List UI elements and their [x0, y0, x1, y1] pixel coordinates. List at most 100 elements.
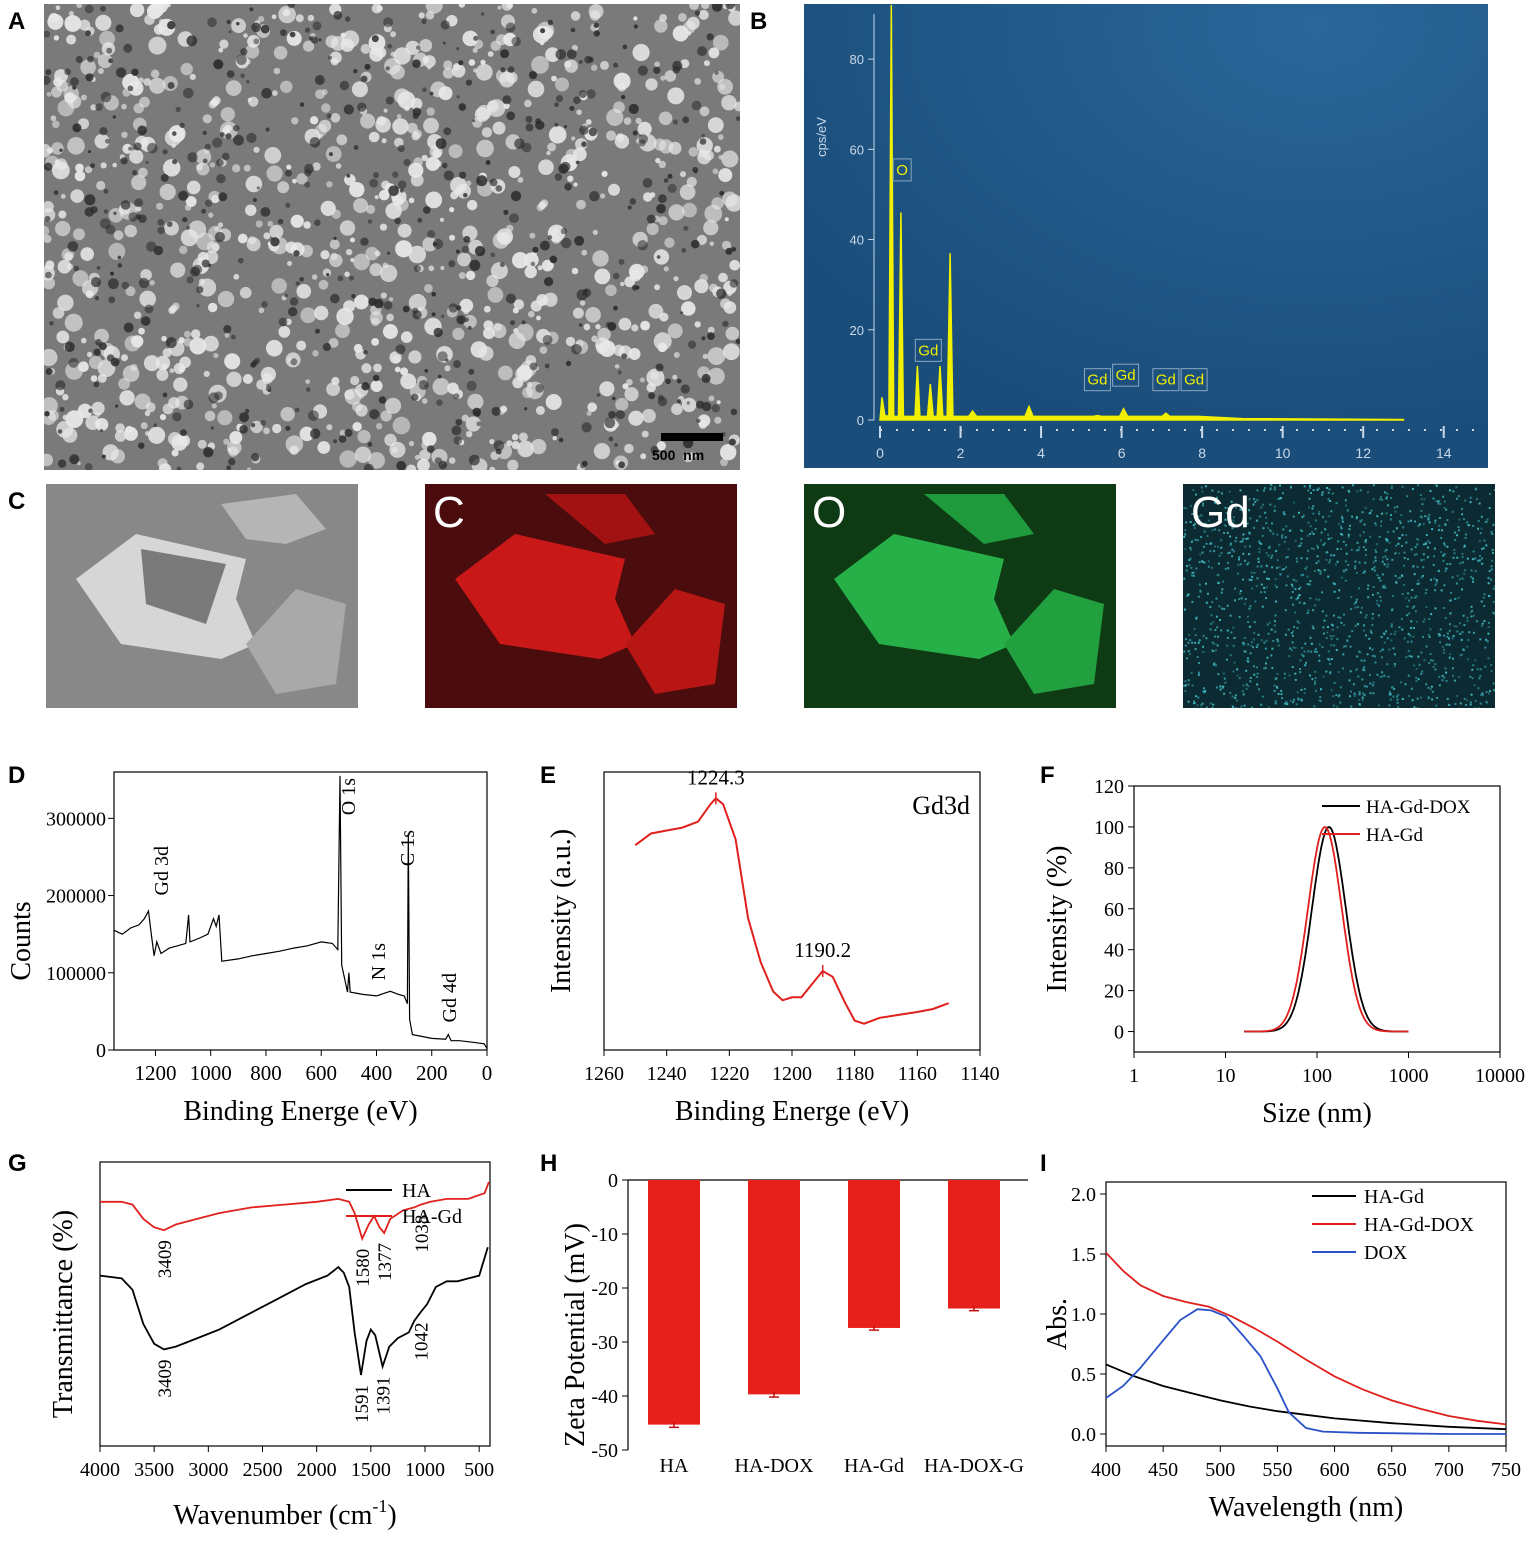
sem-pore: [90, 163, 95, 169]
sem-particle: [641, 430, 649, 438]
gd-speck: [1473, 557, 1476, 560]
gd-speck: [1275, 677, 1278, 680]
sem-pore: [374, 298, 384, 309]
sem-pore: [584, 55, 593, 64]
category-label: HA-Gd: [844, 1455, 904, 1477]
gd-speck: [1275, 550, 1278, 553]
gd-speck: [1417, 538, 1420, 541]
sem-pore: [657, 394, 664, 401]
sem-particle: [86, 351, 93, 358]
legend-label: HA-Gd-DOX: [1364, 1214, 1475, 1236]
gd-speck: [1380, 675, 1383, 678]
gd-speck: [1244, 650, 1247, 653]
sem-particle: [189, 337, 207, 355]
gd-speck: [1281, 528, 1284, 531]
sem-particle: [64, 252, 73, 261]
sem-particle: [671, 403, 683, 416]
gd-speck: [1410, 687, 1413, 690]
gd-speck: [1300, 537, 1303, 540]
gd-speck: [1239, 540, 1242, 543]
gd-speck: [1316, 544, 1319, 547]
sem-particle: [371, 338, 379, 346]
sem-pore: [579, 125, 589, 135]
sem-pore: [560, 161, 571, 172]
sem-pore: [157, 218, 165, 226]
gd-speck: [1320, 531, 1323, 534]
gd-speck: [1377, 614, 1380, 617]
gd-speck: [1211, 566, 1214, 569]
sem-particle: [66, 263, 74, 270]
gd-speck: [1286, 556, 1289, 558]
gd-speck: [1420, 559, 1423, 562]
gd-speck: [1360, 659, 1363, 662]
sem-pore: [175, 106, 181, 113]
panel-label-i: I: [1040, 1150, 1047, 1177]
gd-speck: [1493, 600, 1495, 603]
sem-particle: [217, 290, 235, 308]
gd-speck: [1319, 700, 1322, 703]
gd-speck: [1478, 559, 1481, 562]
gd-speck: [1191, 684, 1194, 687]
gd-speck: [1217, 673, 1220, 676]
sem-pore: [333, 236, 337, 240]
sem-particle: [312, 350, 319, 357]
sem-pore: [628, 103, 639, 114]
sem-particle: [263, 232, 271, 240]
gd-speck: [1257, 560, 1260, 563]
sem-particle: [567, 175, 574, 182]
gd-speck: [1469, 675, 1472, 678]
gd-speck: [1429, 628, 1432, 631]
gd-speck: [1225, 658, 1228, 661]
uv-vis-chart: 400 450 500 550 600 650 700 7500.00.51.01.52.0W…: [1042, 1181, 1521, 1523]
gd-speck: [1340, 533, 1342, 535]
gd-speck: [1459, 654, 1462, 657]
gd-speck: [1458, 518, 1461, 521]
gd-speck: [1312, 609, 1315, 612]
gd-speck: [1441, 679, 1444, 682]
gd-speck: [1193, 702, 1196, 704]
gd-speck: [1242, 537, 1245, 540]
gd-speck: [1252, 503, 1255, 506]
gd-speck: [1354, 560, 1357, 563]
sem-pore: [314, 75, 325, 85]
gd-speck: [1359, 489, 1362, 492]
sem-particle: [243, 33, 248, 38]
gd-speck: [1385, 548, 1388, 551]
sem-particle: [125, 425, 134, 434]
gd-speck: [1341, 533, 1344, 536]
sem-particle: [139, 96, 150, 108]
sem-particle: [489, 466, 496, 470]
sem-particle: [390, 31, 397, 38]
panel-label-a: A: [8, 8, 26, 35]
sem-pore: [308, 410, 319, 421]
gd-speck: [1383, 674, 1386, 677]
gd-speck: [1329, 634, 1332, 637]
sem-pore: [421, 18, 427, 24]
y-tick-label: 1.0: [1071, 1304, 1096, 1326]
gd-speck: [1345, 568, 1348, 571]
sem-particle: [654, 284, 661, 291]
gd-speck: [1439, 517, 1441, 519]
gd-speck: [1184, 689, 1187, 692]
gd-speck: [1299, 586, 1302, 589]
gd-speck: [1355, 668, 1358, 671]
gd-speck: [1453, 549, 1456, 551]
sem-pore: [123, 43, 133, 53]
sem-particle: [591, 335, 598, 343]
gd-speck: [1385, 630, 1388, 633]
sem-particle: [311, 274, 318, 280]
sem-particle: [258, 16, 265, 23]
gd-speck: [1449, 623, 1451, 626]
sem-particle: [245, 204, 257, 216]
gd-speck: [1461, 513, 1464, 516]
uvvis-series-line: [1105, 1308, 1506, 1435]
gd-speck: [1249, 517, 1252, 520]
gd-speck: [1469, 701, 1472, 704]
sem-particle: [447, 382, 459, 395]
sem-particle: [473, 68, 478, 73]
sem-pore: [216, 174, 226, 184]
gd-speck: [1328, 488, 1331, 491]
sem-particle: [606, 130, 617, 141]
gd-speck: [1198, 561, 1201, 564]
sem-particle: [224, 332, 230, 338]
